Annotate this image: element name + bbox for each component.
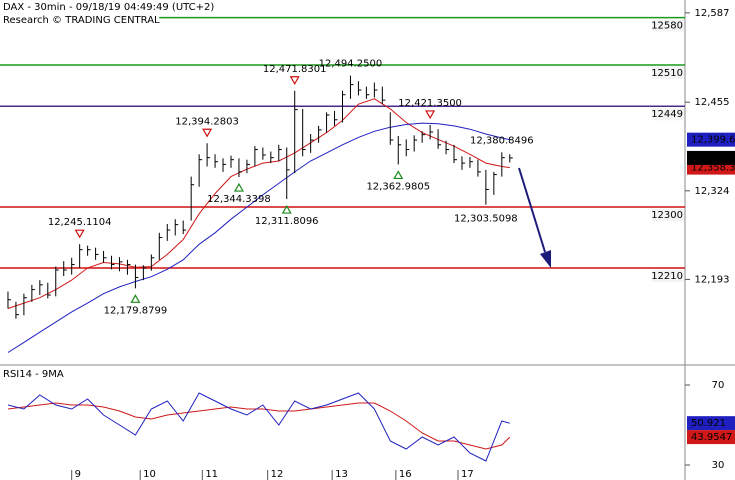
value-box-label: 12,399.6 — [691, 135, 735, 146]
low-marker — [233, 182, 244, 192]
y-tick-label: 12,455 — [695, 97, 730, 108]
annotation-label: 12,344.3398 — [207, 194, 271, 205]
annotation-label: 12,494.2500 — [319, 59, 383, 70]
y-tick-label: 12,324 — [695, 186, 730, 197]
annotation-label: 12,362.9805 — [366, 181, 430, 192]
chart-title: DAX - 30min - 09/18/19 04:49:49 (UTC+2) — [3, 2, 214, 13]
high-marker — [289, 76, 300, 85]
level-label: 12580 — [651, 21, 683, 32]
level-label: 12300 — [651, 210, 683, 221]
rsi-value-label: 43.9547 — [691, 432, 732, 443]
value-box-label: 12,372.6 — [691, 153, 735, 164]
annotation-label: 12,303.5098 — [454, 214, 518, 225]
x-tick-label: 12 — [271, 469, 284, 480]
y-tick-label: 12,587 — [695, 8, 730, 19]
high-marker — [202, 128, 213, 138]
annotation-label: 12,421.3500 — [398, 98, 462, 109]
x-tick-label: 17 — [461, 469, 474, 480]
rsi-tick-label: 70 — [712, 380, 725, 391]
moving-average — [7, 122, 510, 353]
annotation-label: 12,179.8799 — [104, 305, 168, 316]
level-label: 12210 — [651, 271, 683, 282]
forecast-arrowhead — [540, 250, 551, 268]
level-label: 12510 — [651, 68, 683, 79]
level-label-bg — [652, 108, 684, 121]
rsi-value-box — [687, 430, 735, 445]
low-marker — [393, 170, 404, 180]
value-box — [687, 132, 735, 147]
y-tick-label: 12,193 — [695, 274, 730, 285]
rsi-value-box — [687, 416, 735, 431]
level-label: 12449 — [651, 109, 683, 120]
value-box — [687, 150, 735, 165]
forecast-arrow — [518, 167, 546, 253]
rsi-ma-line — [7, 402, 511, 450]
x-tick-label: 13 — [335, 469, 348, 480]
chart-subtitle: Research © TRADING CENTRAL — [3, 15, 160, 26]
level-label-bg — [652, 19, 684, 32]
annotation-label: 12,471.8301 — [263, 64, 327, 75]
low-marker — [281, 204, 292, 214]
moving-average — [7, 98, 510, 309]
rsi-title: RSI14 - 9MA — [3, 369, 64, 380]
annotation-label: 12,394.2803 — [175, 116, 239, 127]
rsi-value-label: 50.921 — [691, 418, 726, 429]
plot-layer: 12,587 12,455 12,324 12,193 9 10 11 12 13 16 17 125… — [0, 8, 735, 480]
x-tick-label: 9 — [75, 469, 81, 480]
x-tick-label: 16 — [399, 469, 412, 480]
annotation-label: 12,311.8096 — [255, 216, 319, 227]
annotation-label: 12,245.1104 — [48, 217, 112, 228]
high-marker — [74, 229, 85, 239]
rsi-tick-label: 30 — [712, 460, 725, 471]
high-marker — [425, 110, 436, 120]
x-tick-label: 10 — [143, 469, 156, 480]
level-label-bg — [652, 269, 684, 282]
level-label-bg — [652, 66, 684, 79]
value-box-label: 12,358.3 — [691, 163, 735, 174]
annotation-label: 12,380.8496 — [470, 135, 534, 146]
x-tick-label: 11 — [205, 469, 218, 480]
level-label-bg — [652, 209, 684, 222]
low-marker — [130, 294, 141, 303]
rsi-line — [7, 392, 510, 462]
